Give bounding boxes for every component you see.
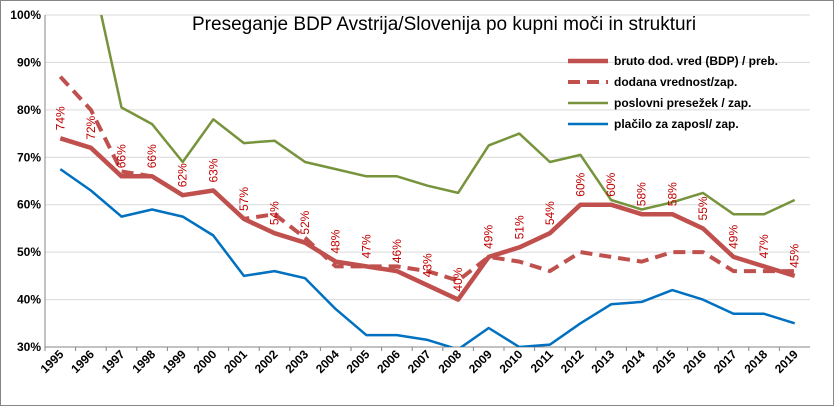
data-label: 72% [84,115,98,139]
legend-label-2: poslovni presežek / zap. [614,96,751,110]
data-label: 49% [727,225,741,249]
data-label: 45% [788,244,802,268]
data-label: 66% [145,144,159,168]
y-tick-label: 90% [17,55,41,69]
data-label: 74% [53,106,67,130]
series-layer [58,15,796,347]
data-label: 51% [512,215,526,239]
series-line-0 [59,136,796,302]
data-label: 54% [543,201,557,225]
axes [44,15,810,351]
data-label: 58% [635,182,649,206]
data-label: 48% [329,229,343,253]
data-label: 55% [696,196,710,220]
legend-label-0: bruto dod. vred (BDP) / preb. [614,54,778,68]
data-label: 47% [359,234,373,258]
series-line-2 [99,15,796,216]
y-tick-label: 50% [17,245,41,259]
data-label: 58% [665,182,679,206]
series-line-3 [59,168,796,347]
y-tick-label: 100% [10,8,41,22]
data-label: 49% [482,225,496,249]
data-label: 46% [390,239,404,263]
data-label: 47% [757,234,771,258]
data-label: 63% [206,158,220,182]
data-label: 66% [115,144,129,168]
y-tick-label: 60% [17,198,41,212]
chart-title: Preseganje BDP Avstrija/Slovenija po kup… [192,14,696,35]
legend: bruto dod. vred (BDP) / preb. dodana vred… [568,54,778,131]
y-tick-label: 30% [17,340,41,354]
legend-label-1: dodana vrednost/zap. [614,75,737,89]
data-label: 54% [268,201,282,225]
data-label: 57% [237,187,251,211]
data-label: 62% [176,163,190,187]
y-tick-label: 80% [17,103,41,117]
data-label: 43% [421,253,435,277]
data-label: 60% [574,172,588,196]
data-labels: 74% 72% 66% 66% 62% 63% 57% 54% 52% 48% 47% 46% 43% 4… [53,106,801,292]
legend-label-3: plačilo za zaposl/ zap. [614,117,739,131]
y-tick-label: 70% [17,150,41,164]
data-label: 60% [604,172,618,196]
y-tick-label: 40% [17,293,41,307]
data-label: 52% [298,210,312,234]
data-label: 40% [451,267,465,291]
